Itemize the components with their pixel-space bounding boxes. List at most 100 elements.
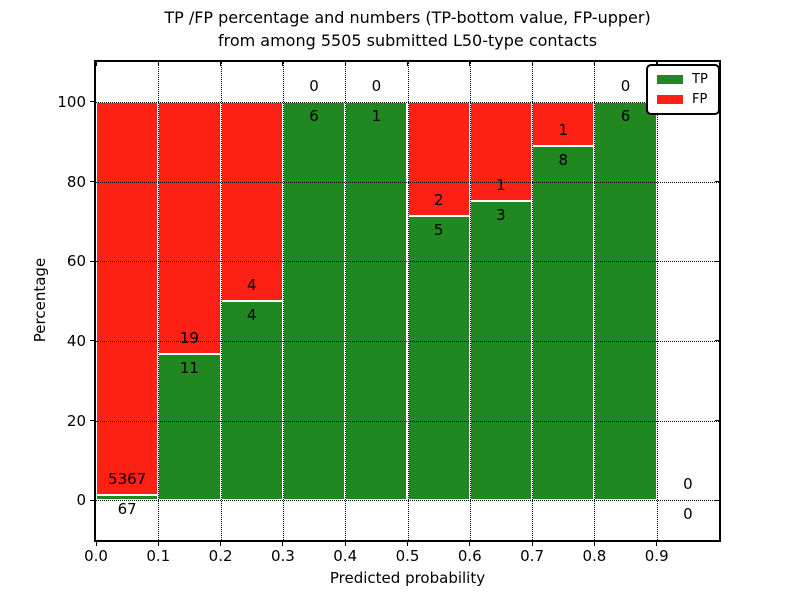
x-tick-mark-top: [407, 62, 408, 66]
chart-title: TP /FP percentage and numbers (TP-bottom…: [96, 6, 719, 52]
y-tick-mark-right: [715, 260, 719, 262]
x-axis-label: Predicted probability: [329, 569, 486, 587]
bar-segment-tp: [282, 101, 346, 501]
x-tick-label: 0.5: [395, 547, 420, 565]
x-gridline: [532, 62, 534, 540]
bar-segment-fp: [96, 101, 159, 496]
bar-segment-tp: [594, 101, 657, 501]
x-gridline: [345, 62, 347, 540]
bar-segment-tp: [407, 215, 470, 501]
x-tick-mark: [344, 542, 346, 546]
bar-segment-tp: [220, 301, 283, 501]
bar-segment-fp: [532, 101, 595, 147]
x-tick-mark: [469, 542, 471, 546]
fp-count-label: 1: [558, 121, 569, 140]
plot-frame: 5367 67 19 11 4 4 0 6 0 1 2 5 1 3 1 8 0 6 0 0: [90, 60, 721, 546]
y-tick-label: 20: [66, 411, 86, 430]
fp-count-label: 4: [246, 276, 257, 294]
y-tick-mark: [90, 499, 94, 501]
fp-swatch-icon: [657, 95, 683, 104]
legend: TP FP: [646, 64, 720, 115]
tp-count-label: 67: [117, 500, 137, 519]
tp-count-label: 4: [246, 306, 257, 324]
x-tick-label: 0.3: [270, 547, 295, 565]
bar-segment-tp: [532, 146, 595, 501]
x-tick-label: 0.0: [84, 547, 108, 565]
y-tick-mark-right: [715, 420, 719, 421]
y-tick-mark: [90, 181, 94, 182]
legend-label-fp: FP: [692, 92, 708, 107]
x-tick-mark-top: [220, 62, 222, 66]
x-gridline: [594, 62, 596, 540]
tp-count-label: 11: [179, 359, 199, 378]
tp-count-label: 3: [496, 206, 506, 225]
y-axis-label: Percentage: [31, 257, 49, 343]
x-gridline: [407, 62, 409, 540]
y-tick-mark-right: [715, 181, 719, 182]
y-tick-mark-right: [715, 340, 719, 342]
x-tick-label: 0.6: [457, 547, 482, 565]
fp-count-label: 0: [309, 76, 319, 95]
x-tick-mark: [407, 542, 408, 546]
fp-count-label: 0: [620, 76, 631, 95]
y-tick-label: 100: [57, 92, 86, 111]
x-gridline: [158, 62, 160, 540]
tp-swatch-icon: [657, 75, 683, 84]
chart-title-line1: TP /FP percentage and numbers (TP-bottom…: [164, 8, 651, 27]
y-tick-mark: [90, 420, 94, 421]
y-tick-label: 80: [66, 172, 86, 191]
x-tick-mark: [531, 542, 533, 546]
y-tick-mark: [90, 101, 94, 103]
legend-item-tp: TP: [657, 73, 709, 86]
tp-count-label: 5: [433, 220, 444, 239]
x-gridline: [220, 62, 222, 540]
x-tick-mark: [656, 542, 658, 546]
x-tick-mark-top: [344, 62, 346, 66]
legend-label-tp: TP: [692, 72, 708, 87]
x-tick-label: 0.7: [520, 547, 545, 565]
tp-count-label: 1: [371, 106, 382, 125]
fp-count-label: 1: [496, 176, 506, 195]
bar-segment-tp: [96, 495, 159, 501]
x-tick-mark: [282, 542, 284, 546]
y-tick-mark: [90, 340, 94, 342]
y-tick-label: 40: [66, 331, 86, 350]
y-tick-mark-right: [715, 499, 719, 501]
x-tick-label: 0.4: [333, 547, 358, 565]
x-tick-mark-top: [95, 62, 97, 66]
chart-title-line2: from among 5505 submitted L50-type conta…: [217, 31, 598, 50]
x-tick-mark: [157, 542, 159, 546]
y-tick-label: 0: [76, 491, 86, 510]
x-gridline: [656, 62, 658, 540]
x-tick-mark-top: [593, 62, 595, 66]
bar-segment-fp: [220, 101, 283, 301]
x-tick-mark-top: [469, 62, 471, 66]
x-tick-label: 0.2: [208, 547, 233, 565]
x-tick-mark-top: [157, 62, 159, 66]
tp-count-label: 8: [558, 151, 569, 170]
tp-count-label: 6: [309, 106, 319, 125]
x-tick-label: 0.9: [644, 547, 669, 565]
fp-count-label: 0: [371, 76, 382, 95]
tp-count-label: 6: [620, 106, 631, 125]
x-gridline: [469, 62, 471, 540]
bar-segment-fp: [158, 101, 221, 355]
fp-count-label: 19: [179, 329, 199, 348]
tp-count-label: 0: [683, 505, 693, 524]
legend-item-fp: FP: [657, 93, 709, 106]
plot-area: 5367 67 19 11 4 4 0 6 0 1 2 5 1 3 1 8 0 6 0 0: [90, 62, 719, 546]
fp-count-label: 5367: [108, 470, 147, 489]
fp-count-label: 2: [433, 190, 444, 209]
x-tick-mark-top: [531, 62, 533, 66]
y-tick-mark: [90, 260, 94, 262]
x-tick-mark: [95, 542, 97, 546]
y-tick-label: 60: [66, 252, 86, 271]
x-tick-label: 0.1: [146, 547, 171, 565]
x-tick-mark: [220, 542, 222, 546]
bar-segment-tp: [158, 354, 221, 501]
x-tick-mark: [593, 542, 595, 546]
bar-segment-tp: [345, 101, 408, 501]
x-tick-label: 0.8: [582, 547, 607, 565]
bar-segment-tp: [469, 201, 533, 501]
